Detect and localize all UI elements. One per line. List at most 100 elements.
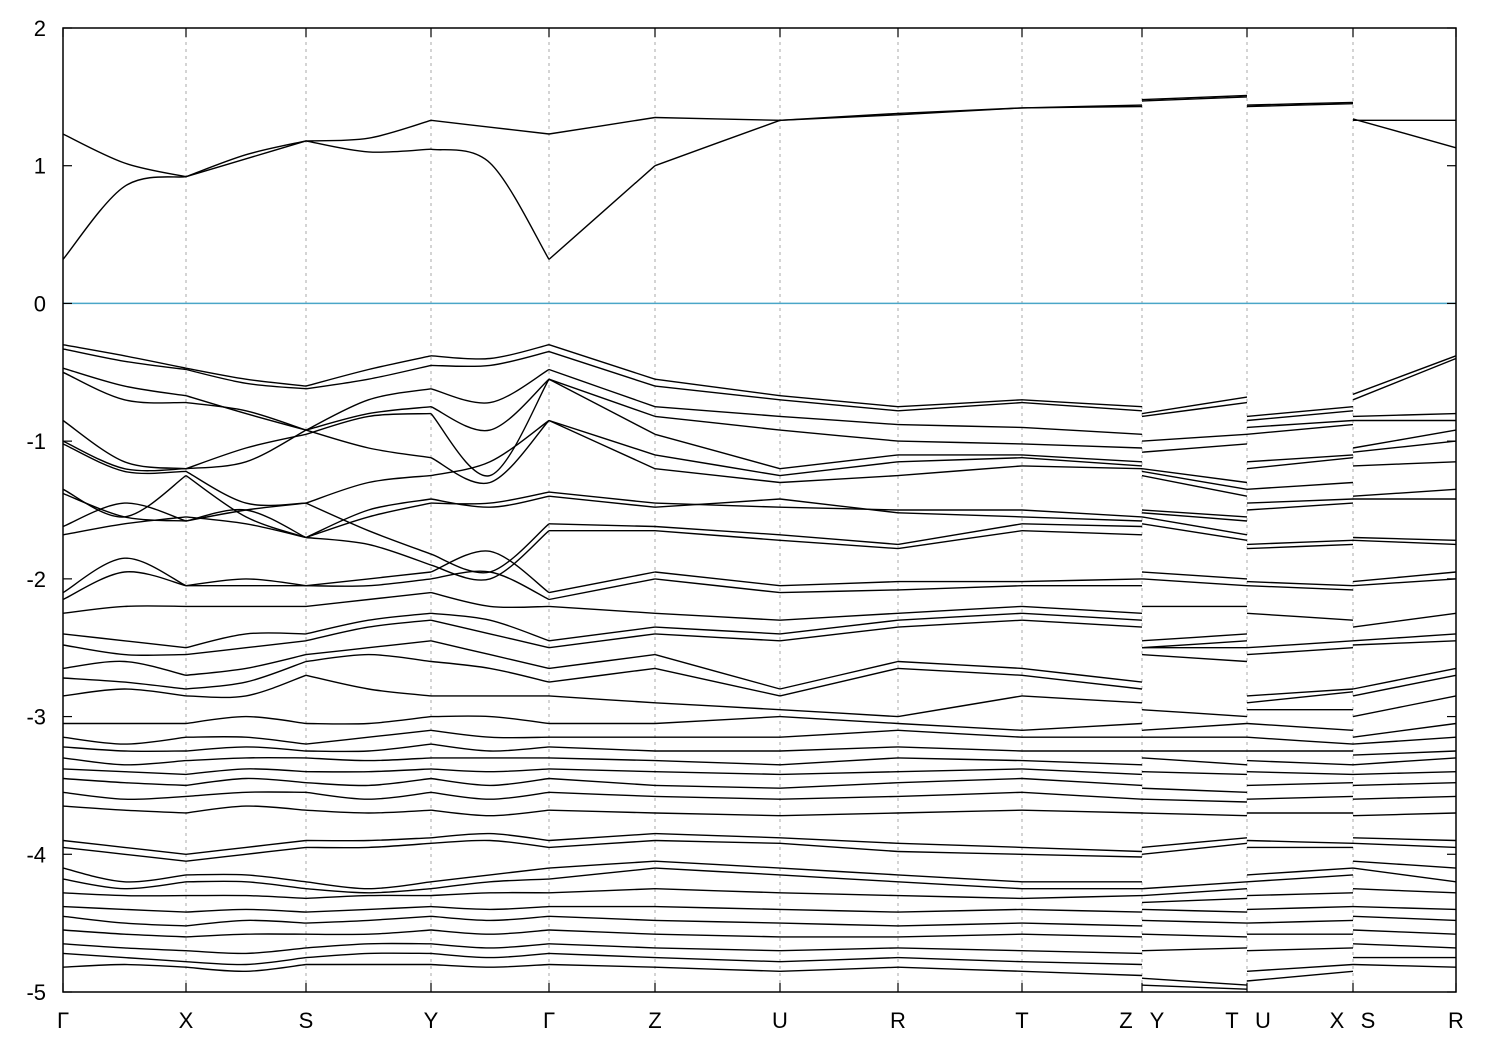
plot-frame xyxy=(62,27,1457,993)
band-28-seg-5 xyxy=(654,812,781,817)
band-27-seg-4 xyxy=(548,791,656,798)
band-3-seg-5 xyxy=(654,385,781,401)
band-34-seg-11 xyxy=(1352,905,1457,911)
band-9-seg-8 xyxy=(1021,509,1143,518)
band-4-seg-10 xyxy=(1246,419,1354,429)
band-27-seg-7 xyxy=(897,791,1023,798)
x-tick-label: Y xyxy=(1150,1008,1165,1033)
band-8-seg-2 xyxy=(305,474,432,504)
band-2-seg-0 xyxy=(62,344,187,369)
band-7-seg-1 xyxy=(185,429,307,470)
band-28-seg-1 xyxy=(185,805,307,814)
band-6-seg-0 xyxy=(62,419,187,470)
band-37-seg-10 xyxy=(1246,947,1354,952)
band-31-seg-3 xyxy=(430,867,550,883)
band-28-seg-9 xyxy=(1141,812,1248,817)
band-12-seg-11 xyxy=(1352,539,1457,546)
band-24-seg-4 xyxy=(548,757,656,762)
band-24-seg-6 xyxy=(779,757,899,766)
band-33-seg-10 xyxy=(1246,892,1354,897)
band-39-seg-8 xyxy=(1021,970,1143,977)
band-22-seg-11 xyxy=(1352,736,1457,745)
band-6-seg-10 xyxy=(1246,454,1354,463)
band-1-seg-5 xyxy=(654,119,781,167)
band-39-seg-5 xyxy=(654,966,781,972)
band-29-seg-7 xyxy=(897,842,1023,849)
band-21-seg-7 xyxy=(897,722,1023,731)
band-4-seg-2 xyxy=(305,388,432,431)
band-16-seg-8 xyxy=(1021,612,1143,621)
band-32-seg-2 xyxy=(305,888,432,894)
band-21-seg-10 xyxy=(1246,722,1354,731)
band-6-seg-6 xyxy=(779,454,899,470)
band-32-seg-7 xyxy=(897,881,1023,890)
band-31-seg-10 xyxy=(1246,867,1354,876)
band-37-seg-8 xyxy=(1021,950,1143,955)
band-28-seg-7 xyxy=(897,809,1023,814)
band-25-seg-5 xyxy=(654,771,781,776)
band-10-seg-6 xyxy=(779,498,899,514)
band-3-seg-1 xyxy=(185,368,307,390)
band-5-seg-3 xyxy=(430,378,550,432)
band-15-seg-0 xyxy=(62,605,187,614)
band-2-seg-4 xyxy=(548,344,656,380)
band-24-seg-2 xyxy=(305,757,432,762)
band-26-seg-3 xyxy=(430,777,550,787)
band-33-seg-5 xyxy=(654,888,781,894)
band-2-seg-2 xyxy=(305,355,432,387)
band-30-seg-8 xyxy=(1021,853,1143,858)
band-26-seg-5 xyxy=(654,784,781,789)
band-21-seg-1 xyxy=(185,715,307,725)
band-1-seg-9 xyxy=(1141,94,1248,101)
band-19-seg-10 xyxy=(1246,691,1354,704)
band-27-seg-11 xyxy=(1352,795,1457,800)
band-26-seg-10 xyxy=(1246,782,1354,787)
band-20-seg-8 xyxy=(1021,695,1143,704)
band-16-seg-2 xyxy=(305,612,432,635)
band-39-seg-7 xyxy=(897,966,1023,972)
band-12-seg-0 xyxy=(62,516,187,536)
band-30-seg-2 xyxy=(305,842,432,849)
band-33-seg-11 xyxy=(1352,888,1457,894)
band-1-seg-8 xyxy=(1021,105,1143,109)
band-6-seg-5 xyxy=(654,433,781,470)
band-11-seg-4 xyxy=(548,523,656,528)
band-11-seg-7 xyxy=(897,523,1023,546)
band-1-seg-2 xyxy=(305,140,432,153)
band-24-seg-1 xyxy=(185,756,307,762)
x-tick-label: R xyxy=(890,1008,906,1033)
band-8-seg-0 xyxy=(62,443,187,475)
band-14-seg-5 xyxy=(654,578,781,594)
band-33-seg-1 xyxy=(185,894,307,900)
band-18-seg-4 xyxy=(548,653,656,670)
band-36-seg-2 xyxy=(305,929,432,936)
energy-bands xyxy=(62,94,1457,990)
band-19-seg-2 xyxy=(305,653,432,663)
band-11-seg-10 xyxy=(1246,539,1354,546)
band-1-seg-0 xyxy=(62,176,187,260)
band-19-seg-9 xyxy=(1141,653,1248,663)
band-26-seg-2 xyxy=(305,777,432,787)
band-20-seg-0 xyxy=(62,688,187,697)
band-2-seg-3 xyxy=(430,344,550,360)
y-tick-labels: 2 1 0 -1 -2 -3 -4 -5 xyxy=(26,16,1456,1005)
band-21-seg-5 xyxy=(654,715,781,725)
band-39-seg-10 xyxy=(1246,970,1354,982)
band-22-seg-0 xyxy=(62,736,187,745)
band-32-seg-11 xyxy=(1352,867,1457,883)
band-25-seg-0 xyxy=(62,768,187,776)
band-9-seg-3 xyxy=(430,491,550,505)
band-31-seg-2 xyxy=(305,881,432,890)
band-27-seg-6 xyxy=(779,795,899,800)
band-21-seg-8 xyxy=(1021,722,1143,731)
band-25-seg-6 xyxy=(779,771,899,776)
band-26-seg-11 xyxy=(1352,782,1457,787)
band-34-seg-1 xyxy=(185,908,307,913)
band-28-seg-3 xyxy=(430,809,550,817)
band-27-seg-10 xyxy=(1246,795,1354,800)
band-36-seg-9 xyxy=(1141,933,1248,938)
band-28-seg-0 xyxy=(62,805,187,814)
band-28-seg-8 xyxy=(1021,809,1143,814)
band-38-seg-10 xyxy=(1246,963,1354,972)
